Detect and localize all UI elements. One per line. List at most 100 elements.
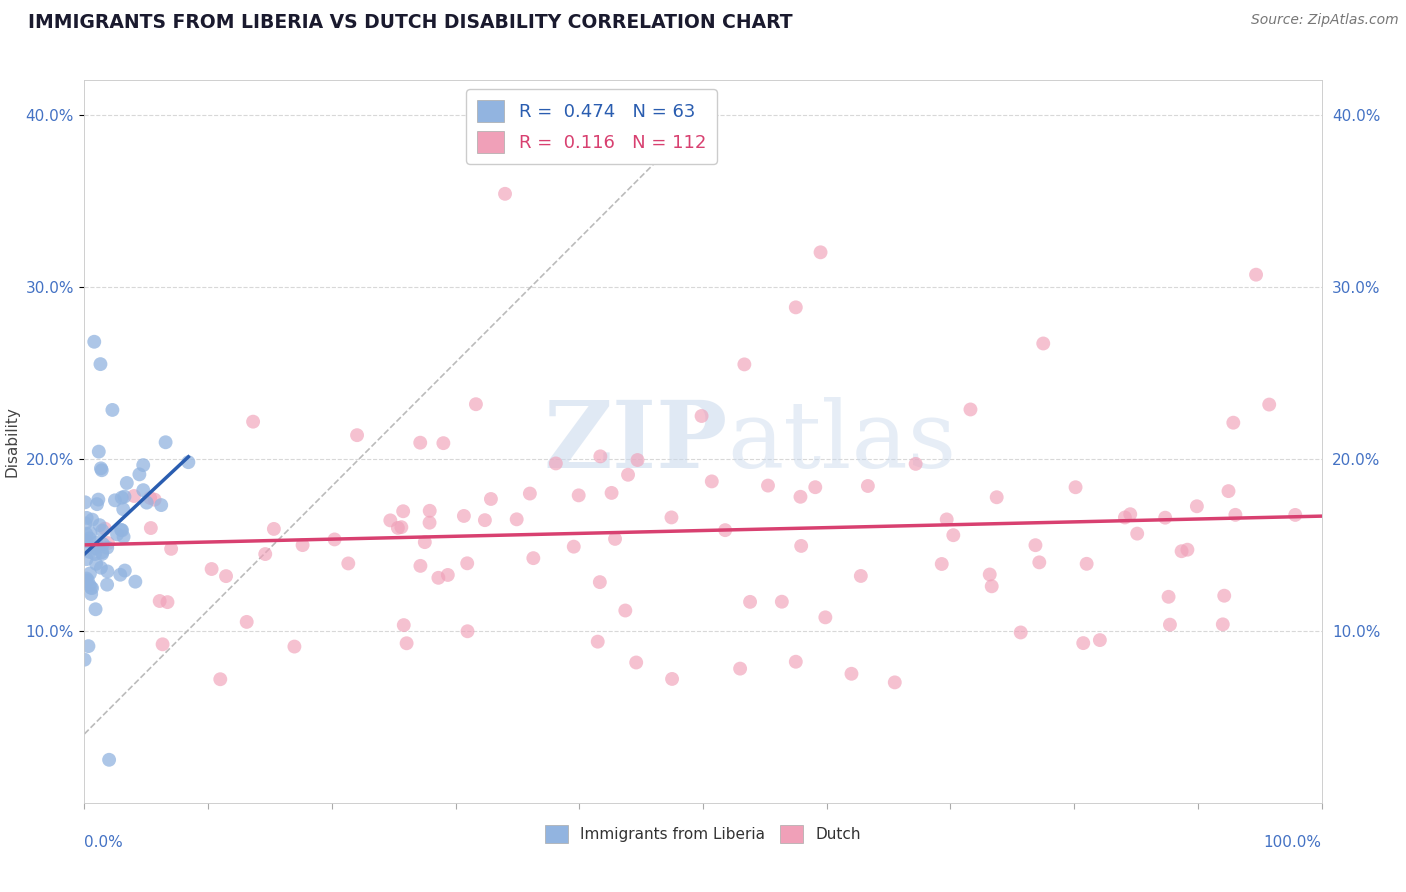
Point xyxy=(94,522,117,536)
Point xyxy=(785,301,807,315)
Point xyxy=(76,511,98,525)
Point xyxy=(1212,617,1234,632)
Point xyxy=(589,450,612,464)
Point xyxy=(1032,336,1054,351)
Point xyxy=(114,490,136,504)
Point xyxy=(112,502,135,516)
Point xyxy=(283,640,305,654)
Point xyxy=(1028,555,1050,569)
Point xyxy=(177,455,200,469)
Point xyxy=(409,435,432,450)
Point xyxy=(139,521,162,535)
Point xyxy=(626,453,648,467)
Point xyxy=(75,526,97,541)
Point xyxy=(76,572,98,586)
Point xyxy=(474,513,496,527)
Point xyxy=(87,492,110,507)
Point xyxy=(959,402,981,417)
Point xyxy=(849,569,872,583)
Point xyxy=(104,493,127,508)
Point xyxy=(90,463,112,477)
Point xyxy=(624,656,647,670)
Point xyxy=(464,397,486,411)
Point xyxy=(83,334,105,349)
Point xyxy=(75,495,97,509)
Text: Source: ZipAtlas.com: Source: ZipAtlas.com xyxy=(1251,13,1399,28)
Point xyxy=(73,653,96,667)
Point xyxy=(156,595,179,609)
Point xyxy=(1244,268,1267,282)
Point xyxy=(80,581,103,595)
Point xyxy=(86,497,108,511)
Point xyxy=(1177,542,1199,557)
Point xyxy=(346,428,368,442)
Point xyxy=(101,403,124,417)
Point xyxy=(111,491,134,505)
Text: 100.0%: 100.0% xyxy=(1264,835,1322,850)
Point xyxy=(457,624,479,639)
Point xyxy=(380,513,402,527)
Point xyxy=(77,639,100,653)
Point xyxy=(1170,544,1192,558)
Point xyxy=(942,528,965,542)
Point xyxy=(242,415,264,429)
Point xyxy=(1154,510,1177,524)
Point xyxy=(291,538,314,552)
Point xyxy=(82,513,104,527)
Point xyxy=(76,574,98,588)
Point xyxy=(789,490,811,504)
Point xyxy=(738,595,761,609)
Point xyxy=(1064,480,1087,494)
Point xyxy=(110,567,132,582)
Point xyxy=(91,547,114,561)
Point xyxy=(90,461,112,475)
Point xyxy=(935,512,957,526)
Point xyxy=(413,535,436,549)
Point xyxy=(110,523,132,537)
Point xyxy=(419,504,441,518)
Point xyxy=(155,435,177,450)
Y-axis label: Disability: Disability xyxy=(4,406,20,477)
Point xyxy=(87,444,110,458)
Point xyxy=(89,357,111,371)
Point xyxy=(76,552,98,566)
Point xyxy=(84,541,107,555)
Point xyxy=(79,526,101,541)
Point xyxy=(91,524,114,538)
Text: IMMIGRANTS FROM LIBERIA VS DUTCH DISABILITY CORRELATION CHART: IMMIGRANTS FROM LIBERIA VS DUTCH DISABIL… xyxy=(28,13,793,32)
Point xyxy=(728,662,751,676)
Point xyxy=(1071,636,1094,650)
Point xyxy=(568,488,591,502)
Point xyxy=(1185,500,1208,514)
Point xyxy=(90,560,112,574)
Point xyxy=(904,457,927,471)
Point xyxy=(1258,398,1281,412)
Point xyxy=(135,495,157,509)
Point xyxy=(544,457,567,471)
Point xyxy=(1159,617,1181,632)
Point xyxy=(143,492,166,507)
Text: 0.0%: 0.0% xyxy=(84,835,124,850)
Point xyxy=(323,533,346,547)
Point xyxy=(97,536,120,550)
Point xyxy=(152,637,174,651)
Point xyxy=(505,512,527,526)
Point xyxy=(209,672,232,686)
Point xyxy=(80,587,103,601)
Point xyxy=(79,566,101,581)
Point xyxy=(661,672,683,686)
Point xyxy=(79,545,101,559)
Point xyxy=(810,245,832,260)
Point xyxy=(96,577,118,591)
Point xyxy=(600,486,623,500)
Point xyxy=(1157,590,1180,604)
Point xyxy=(122,489,145,503)
Point xyxy=(1114,510,1136,524)
Point xyxy=(700,475,723,489)
Point xyxy=(215,569,238,583)
Point xyxy=(387,521,409,535)
Point xyxy=(733,358,755,372)
Point xyxy=(84,535,107,549)
Point xyxy=(1225,508,1247,522)
Point xyxy=(756,478,779,492)
